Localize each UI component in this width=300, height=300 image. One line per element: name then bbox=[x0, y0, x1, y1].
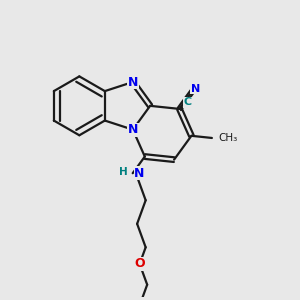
Text: N: N bbox=[128, 76, 138, 88]
Text: O: O bbox=[134, 257, 145, 270]
Text: CH₃: CH₃ bbox=[218, 133, 238, 143]
Text: C: C bbox=[184, 97, 192, 107]
Text: N: N bbox=[191, 84, 200, 94]
Text: N: N bbox=[128, 123, 138, 136]
Text: H: H bbox=[118, 167, 127, 177]
Text: N: N bbox=[134, 167, 145, 180]
